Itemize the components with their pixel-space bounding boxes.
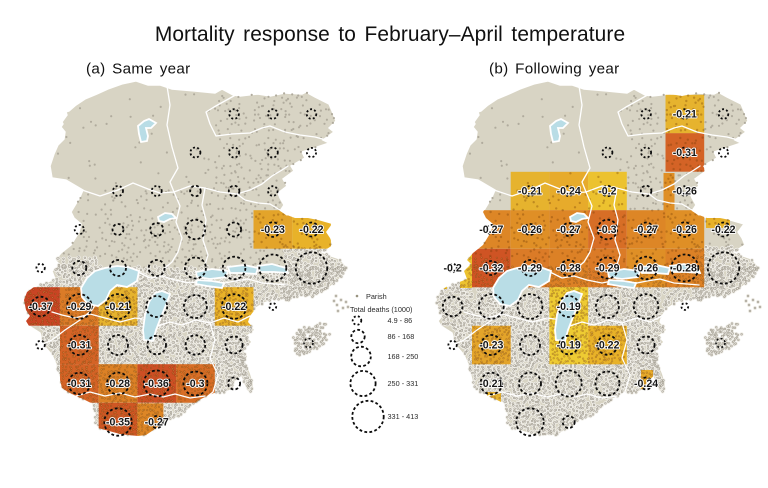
svg-text:-0.24: -0.24 bbox=[557, 185, 581, 197]
svg-text:-0.21: -0.21 bbox=[518, 185, 542, 197]
svg-text:-0.28: -0.28 bbox=[106, 378, 130, 390]
svg-text:-0.21: -0.21 bbox=[479, 378, 503, 390]
svg-text:-0.19: -0.19 bbox=[557, 339, 581, 351]
svg-text:-0.19: -0.19 bbox=[557, 301, 581, 313]
svg-text:-0.23: -0.23 bbox=[479, 339, 503, 351]
svg-text:-0.28: -0.28 bbox=[673, 262, 697, 274]
svg-text:-0.26: -0.26 bbox=[634, 262, 658, 274]
svg-text:-0.37: -0.37 bbox=[29, 301, 53, 313]
svg-text:86 - 168: 86 - 168 bbox=[388, 332, 415, 341]
svg-text:-0.29: -0.29 bbox=[595, 262, 619, 274]
svg-text:Parish: Parish bbox=[366, 292, 387, 301]
svg-text:-0.22: -0.22 bbox=[299, 224, 323, 236]
svg-text:-0.26: -0.26 bbox=[673, 224, 697, 236]
svg-text:-0.24: -0.24 bbox=[634, 378, 658, 390]
svg-text:-0.27: -0.27 bbox=[479, 224, 503, 236]
svg-text:331 - 413: 331 - 413 bbox=[388, 412, 419, 421]
svg-text:-0.22: -0.22 bbox=[222, 301, 246, 313]
svg-text:-0.35: -0.35 bbox=[106, 416, 130, 428]
svg-text:-0.28: -0.28 bbox=[557, 262, 581, 274]
svg-text:Total deaths (1000): Total deaths (1000) bbox=[350, 305, 412, 314]
svg-text:(a) Same year: (a) Same year bbox=[86, 61, 191, 78]
svg-text:-0.22: -0.22 bbox=[595, 339, 619, 351]
svg-text:-0.32: -0.32 bbox=[479, 262, 503, 274]
svg-text:-0.29: -0.29 bbox=[67, 301, 91, 313]
svg-text:-0.2: -0.2 bbox=[598, 185, 616, 197]
svg-text:250 - 331: 250 - 331 bbox=[388, 379, 419, 388]
svg-text:-0.21: -0.21 bbox=[673, 108, 697, 120]
svg-text:4.9 - 86: 4.9 - 86 bbox=[388, 316, 413, 325]
svg-text:-0.27: -0.27 bbox=[634, 224, 658, 236]
svg-text:-0.23: -0.23 bbox=[261, 224, 285, 236]
svg-text:-0.31: -0.31 bbox=[673, 147, 697, 159]
svg-text:-0.3: -0.3 bbox=[598, 224, 616, 236]
svg-text:(b) Following year: (b) Following year bbox=[489, 61, 620, 78]
svg-text:-0.31: -0.31 bbox=[67, 378, 91, 390]
svg-text:-0.21: -0.21 bbox=[106, 301, 130, 313]
svg-text:-0.31: -0.31 bbox=[67, 339, 91, 351]
svg-text:-0.26: -0.26 bbox=[673, 185, 697, 197]
svg-text:168 - 250: 168 - 250 bbox=[388, 352, 419, 361]
svg-text:-0.27: -0.27 bbox=[145, 416, 169, 428]
svg-text:-0.26: -0.26 bbox=[518, 224, 542, 236]
svg-text:-0.27: -0.27 bbox=[557, 224, 581, 236]
svg-text:-0.36: -0.36 bbox=[145, 378, 169, 390]
svg-text:-0.22: -0.22 bbox=[711, 224, 735, 236]
svg-text:-0.29: -0.29 bbox=[518, 262, 542, 274]
svg-text:-0.3: -0.3 bbox=[186, 378, 204, 390]
svg-text:-0.2: -0.2 bbox=[443, 262, 461, 274]
svg-text:Mortality response to February: Mortality response to February–April tem… bbox=[155, 23, 625, 46]
